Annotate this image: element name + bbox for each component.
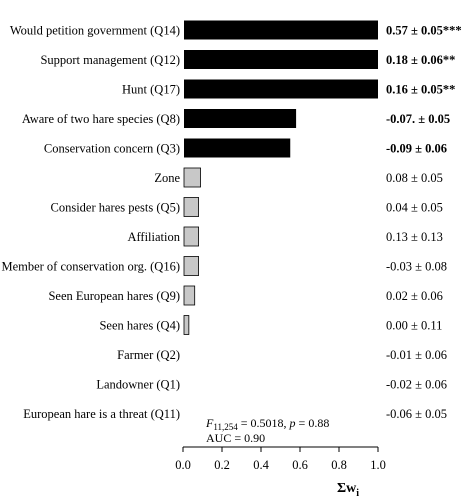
x-axis-label: Σwi xyxy=(337,481,359,499)
category-label-consider-hares-pests-q5: Consider hares pests (Q5) xyxy=(51,201,181,215)
category-label-member-of-conservation-org-q16: Member of conservation org. (Q16) xyxy=(1,260,180,274)
category-label-hunt-q17: Hunt (Q17) xyxy=(122,83,180,97)
x-tick-label-2: 0.4 xyxy=(253,458,269,472)
coefficient-support-management-q12: 0.18 ± 0.06** xyxy=(386,53,455,67)
x-tick-label-0: 0.0 xyxy=(175,458,191,472)
bar-affiliation xyxy=(183,226,199,247)
category-label-seen-european-hares-q9: Seen European hares (Q9) xyxy=(48,289,180,303)
coefficient-european-hare-is-a-threat-q11: -0.06 ± 0.05 xyxy=(386,407,447,421)
coefficient-landowner-q1: -0.02 ± 0.06 xyxy=(386,378,447,392)
category-label-seen-hares-q4: Seen hares (Q4) xyxy=(99,319,180,333)
coefficient-farmer-q2: -0.01 ± 0.06 xyxy=(386,348,447,362)
category-label-farmer-q2: Farmer (Q2) xyxy=(117,348,180,362)
coefficient-zone: 0.08 ± 0.05 xyxy=(386,171,443,185)
x-axis-ticks: 0.0 0.2 0.4 0.6 0.8 1.0 xyxy=(175,447,386,472)
coefficient-member-of-conservation-org-q16: -0.03 ± 0.08 xyxy=(386,260,447,274)
coefficient-seen-european-hares-q9: 0.02 ± 0.06 xyxy=(386,289,443,303)
model-fit-annotation-line2: AUC = 0.90 xyxy=(206,431,265,445)
coefficient-affiliation: 0.13 ± 0.13 xyxy=(386,230,443,244)
coefficient-consider-hares-pests-q5: 0.04 ± 0.05 xyxy=(386,201,443,215)
bar-hunt-q17 xyxy=(184,79,378,99)
coefficient-labels: 0.57 ± 0.05*** 0.18 ± 0.06** 0.16 ± 0.05**… xyxy=(386,24,462,422)
coefficient-hunt-q17: 0.16 ± 0.05** xyxy=(386,83,455,97)
category-label-conservation-concern-q3: Conservation concern (Q3) xyxy=(44,142,180,156)
category-label-zone: Zone xyxy=(154,171,180,185)
bar-member-of-conservation-org-q16 xyxy=(183,256,199,276)
category-label-affiliation: Affiliation xyxy=(127,230,180,244)
bar-seen-european-hares-q9 xyxy=(183,285,196,306)
coefficient-seen-hares-q4: 0.00 ± 0.11 xyxy=(386,319,442,333)
coefficient-would-petition-government-q14: 0.57 ± 0.05*** xyxy=(386,24,462,38)
bar-conservation-concern-q3 xyxy=(184,138,291,158)
category-label-european-hare-is-a-threat-q11: European hare is a threat (Q11) xyxy=(23,407,180,421)
coefficient-conservation-concern-q3: -0.09 ± 0.06 xyxy=(386,142,447,156)
bar-support-management-q12 xyxy=(184,50,378,69)
bar-aware-of-two-hare-species-q8 xyxy=(184,109,297,128)
bar-would-petition-government-q14 xyxy=(184,20,378,40)
x-tick-label-4: 0.8 xyxy=(331,458,347,472)
bars xyxy=(183,20,378,335)
x-tick-label-1: 0.2 xyxy=(214,458,230,472)
x-tick-label-3: 0.6 xyxy=(292,458,308,472)
category-label-landowner-q1: Landowner (Q1) xyxy=(96,378,180,392)
category-label-aware-of-two-hare-species-q8: Aware of two hare species (Q8) xyxy=(22,112,180,126)
category-label-would-petition-government-q14: Would petition government (Q14) xyxy=(10,24,180,38)
model-fit-annotation-line1: F11,254 = 0.5018, p = 0.88 xyxy=(205,416,329,432)
category-label-support-management-q12: Support management (Q12) xyxy=(40,53,180,67)
category-labels: Would petition government (Q14) Support m… xyxy=(1,24,180,422)
coefficient-aware-of-two-hare-species-q8: -0.07. ± 0.05 xyxy=(386,112,450,126)
bar-zone xyxy=(183,167,201,188)
bar-consider-hares-pests-q5 xyxy=(183,197,199,217)
x-tick-label-5: 1.0 xyxy=(370,458,386,472)
bar-seen-hares-q4 xyxy=(183,315,190,335)
